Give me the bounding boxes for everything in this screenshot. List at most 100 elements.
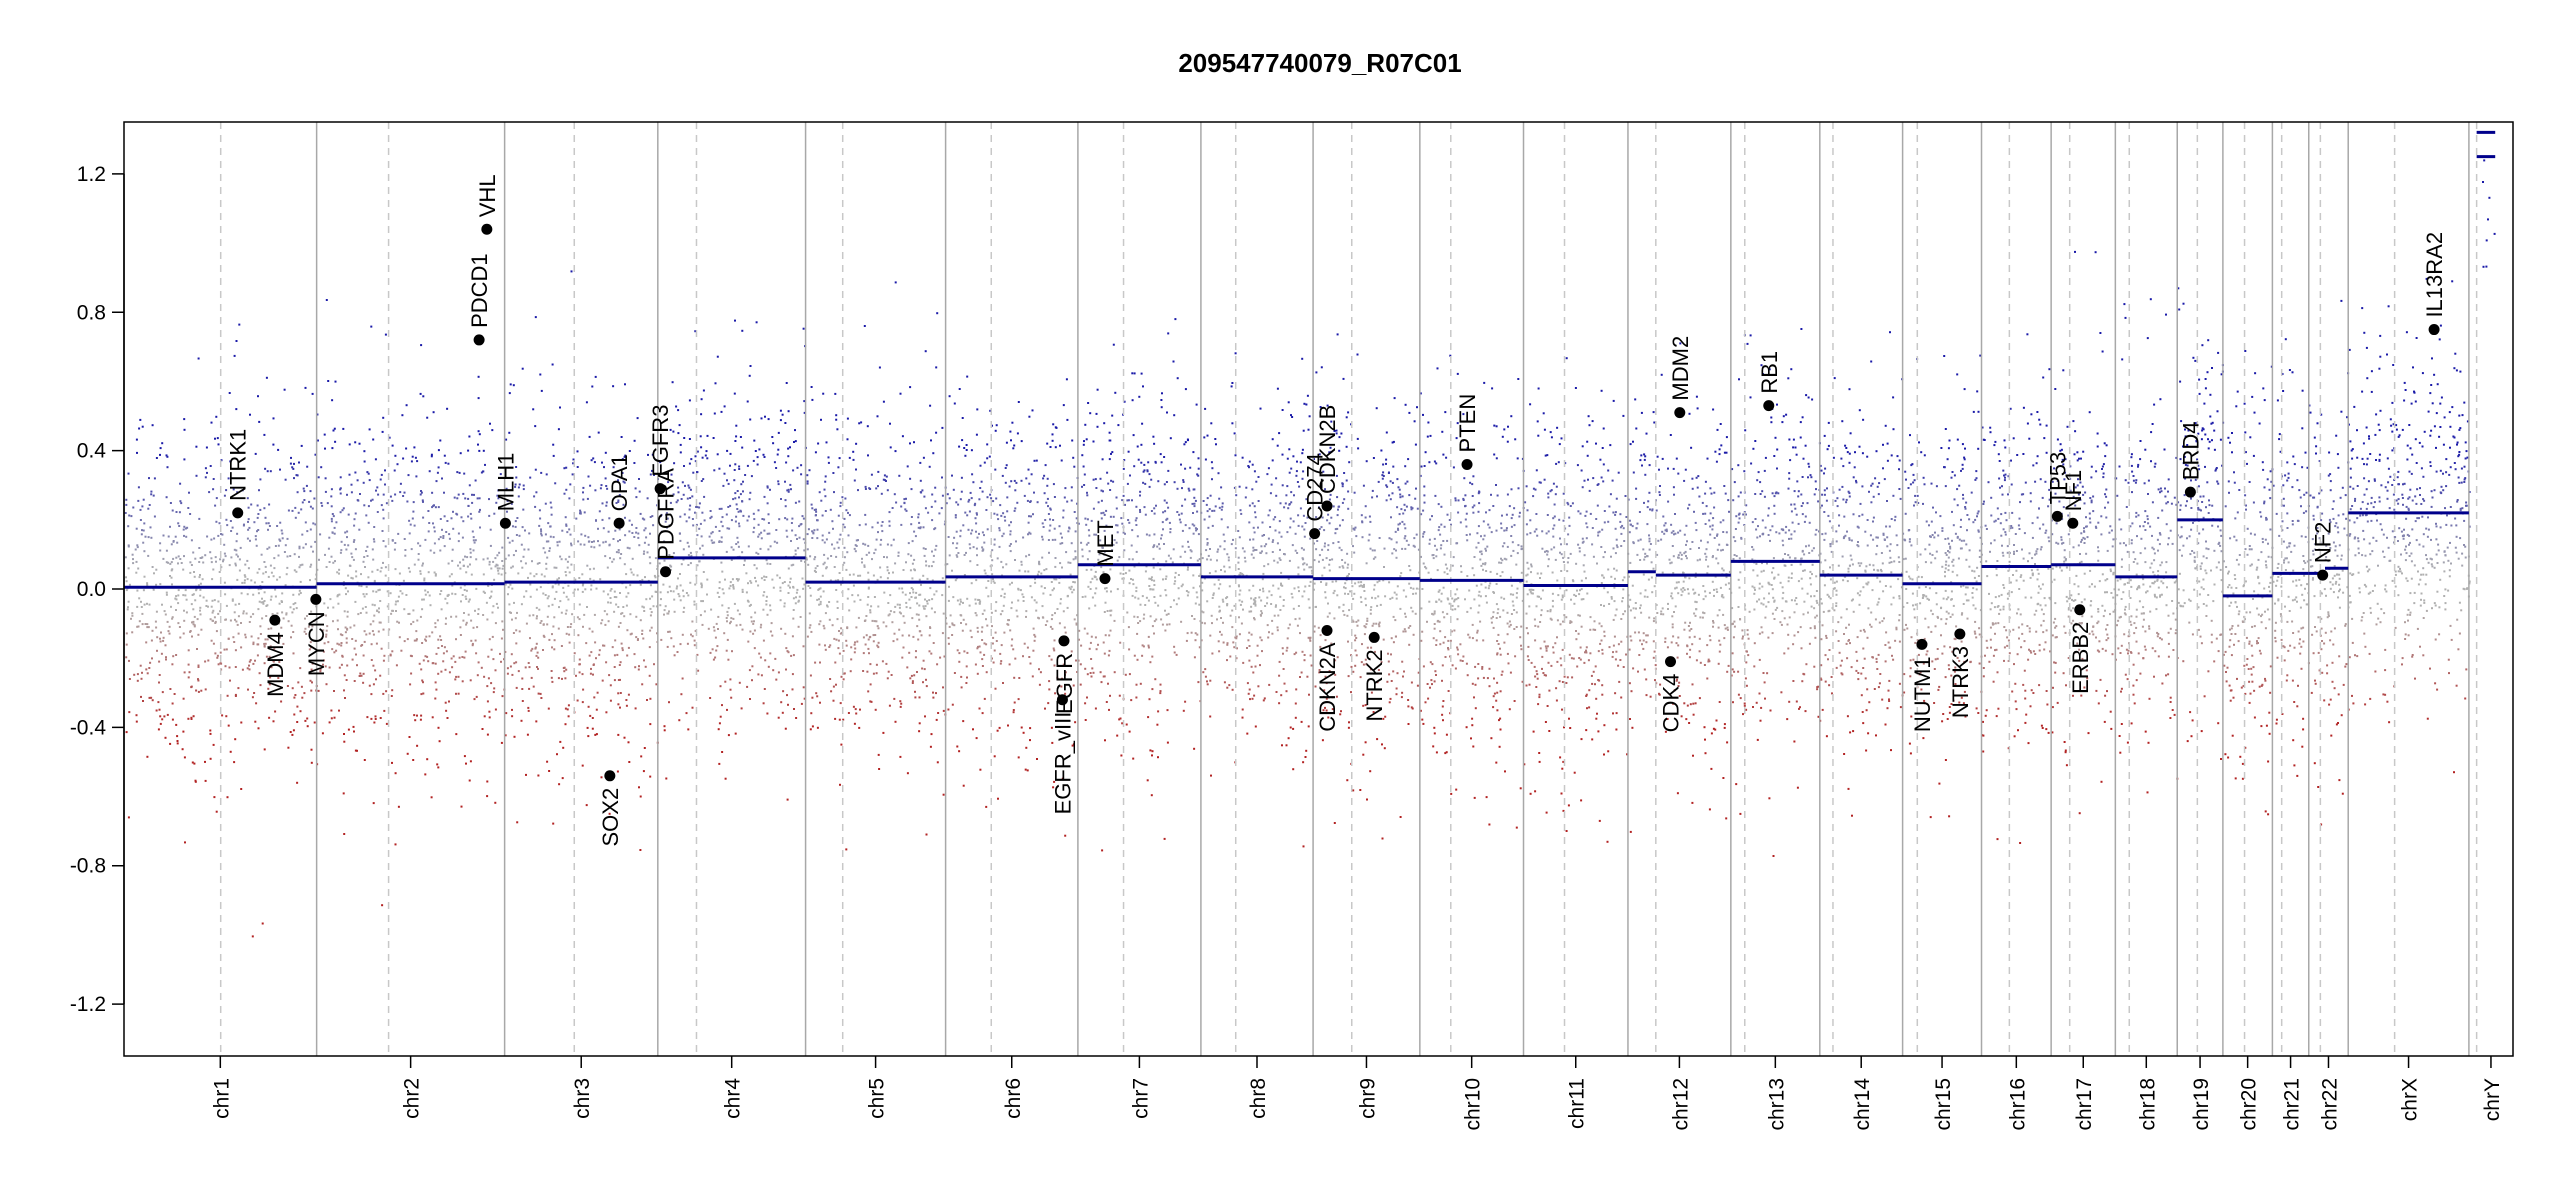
probe-point [579, 511, 582, 514]
probe-point [697, 669, 700, 672]
probe-point [930, 439, 932, 442]
probe-point [222, 560, 224, 563]
probe-point [1159, 594, 1162, 597]
probe-point [835, 555, 838, 558]
probe-point [1386, 680, 1389, 683]
probe-point [284, 478, 287, 481]
probe-point [273, 557, 276, 560]
probe-point [582, 582, 585, 585]
probe-point [240, 788, 243, 790]
probe-point [127, 525, 130, 528]
probe-point [189, 571, 192, 574]
probe-point [245, 612, 248, 615]
probe-point [885, 475, 888, 478]
probe-point [182, 697, 185, 700]
probe-point [677, 409, 680, 412]
probe-point [540, 528, 542, 531]
probe-point [833, 566, 836, 568]
probe-point [490, 590, 493, 593]
probe-point [1243, 556, 1246, 559]
probe-point [156, 636, 159, 639]
probe-point [1301, 448, 1304, 451]
probe-point [445, 709, 448, 712]
probe-point [204, 476, 207, 479]
probe-point [563, 666, 566, 669]
probe-point [868, 487, 871, 490]
probe-point [931, 550, 933, 553]
probe-point [928, 650, 931, 653]
probe-point [746, 685, 749, 688]
probe-point [1159, 690, 1162, 693]
probe-point [1142, 481, 1145, 484]
probe-point [1103, 422, 1106, 425]
probe-point [237, 687, 240, 690]
probe-point [829, 678, 832, 680]
probe-point [1307, 598, 1310, 601]
probe-point [843, 526, 846, 529]
probe-point [993, 512, 996, 515]
probe-point [1132, 434, 1135, 437]
probe-point [454, 660, 457, 663]
probe-point [1193, 502, 1196, 505]
probe-point [1163, 499, 1166, 502]
probe-point [544, 594, 547, 596]
probe-point [244, 633, 247, 636]
probe-point [1089, 641, 1092, 644]
probe-point [626, 629, 629, 632]
probe-point [1110, 541, 1113, 544]
probe-point [1117, 424, 1120, 427]
probe-point [494, 565, 497, 568]
probe-point [974, 602, 977, 605]
probe-point [125, 656, 128, 659]
probe-point [451, 548, 454, 551]
probe-point [780, 498, 782, 500]
probe-point [865, 553, 868, 556]
probe-point [339, 488, 342, 491]
probe-point [292, 608, 295, 611]
probe-point [1020, 726, 1023, 729]
probe-point [1345, 479, 1348, 482]
probe-point [1236, 647, 1238, 650]
probe-point [601, 461, 603, 464]
probe-point [1289, 526, 1292, 529]
probe-point [1190, 631, 1193, 634]
probe-point [923, 554, 926, 557]
probe-point [612, 466, 615, 469]
probe-point [178, 525, 181, 527]
probe-point [570, 542, 572, 545]
probe-point [257, 608, 260, 611]
probe-point [749, 491, 752, 494]
probe-point [742, 490, 744, 493]
probe-point [1088, 550, 1091, 553]
probe-point [448, 533, 451, 536]
probe-point [397, 595, 400, 598]
probe-point [336, 594, 339, 597]
probe-point [1258, 596, 1261, 599]
probe-point [1271, 541, 1274, 543]
probe-point [252, 593, 255, 596]
probe-point [343, 610, 346, 613]
probe-point [784, 480, 786, 483]
probe-point [343, 733, 345, 735]
probe-point [1205, 549, 1208, 552]
probe-point [171, 509, 174, 512]
probe-point [752, 512, 755, 515]
probe-point [838, 572, 841, 574]
probe-point [1220, 617, 1222, 619]
probe-point [551, 603, 554, 606]
probe-point [1253, 470, 1256, 473]
probe-point [845, 568, 848, 571]
probe-point [779, 409, 782, 412]
probe-point [501, 567, 504, 570]
probe-point [1041, 522, 1044, 525]
probe-point [779, 599, 782, 602]
probe-point [878, 768, 881, 770]
probe-point [629, 584, 632, 587]
probe-point [619, 692, 622, 694]
probe-point [653, 663, 655, 666]
probe-point [346, 610, 349, 613]
probe-point [373, 604, 376, 607]
probe-point [1233, 646, 1236, 649]
probe-point [993, 755, 996, 758]
probe-point [271, 613, 274, 615]
